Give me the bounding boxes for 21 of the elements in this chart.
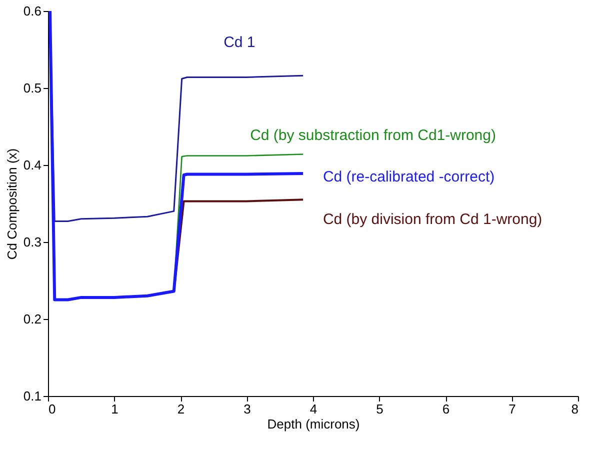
x-axis-title: Depth (microns)	[267, 416, 360, 432]
x-tick-label: 6	[442, 402, 450, 416]
series-label: Cd (by division from Cd 1-wrong)	[322, 210, 542, 228]
x-tick-label: 3	[244, 402, 251, 416]
x-tick-label: 5	[376, 402, 384, 416]
series-label: Cd 1	[224, 34, 256, 51]
y-tick-label: 0.5	[23, 80, 42, 96]
y-tick-label: 0.3	[23, 234, 42, 250]
y-tick-label: 0.1	[23, 388, 42, 404]
x-tick-label: 4	[310, 402, 318, 416]
x-tick-label: 0	[48, 402, 56, 416]
x-tick-label: 8	[571, 402, 578, 416]
y-tick-label: 0.4	[23, 158, 42, 172]
series-label: Cd (by substraction from Cd1-wrong)	[250, 126, 496, 144]
y-tick-label: 0.6	[23, 4, 42, 18]
y-axis-title: Cd Composition (x)	[4, 148, 20, 260]
x-tick-label: 2	[177, 402, 185, 416]
series-label: Cd (re-calibrated -correct)	[322, 168, 495, 186]
x-tick-label: 7	[508, 402, 516, 416]
y-tick-label: 0.2	[23, 312, 42, 326]
x-tick-label: 1	[111, 402, 118, 416]
